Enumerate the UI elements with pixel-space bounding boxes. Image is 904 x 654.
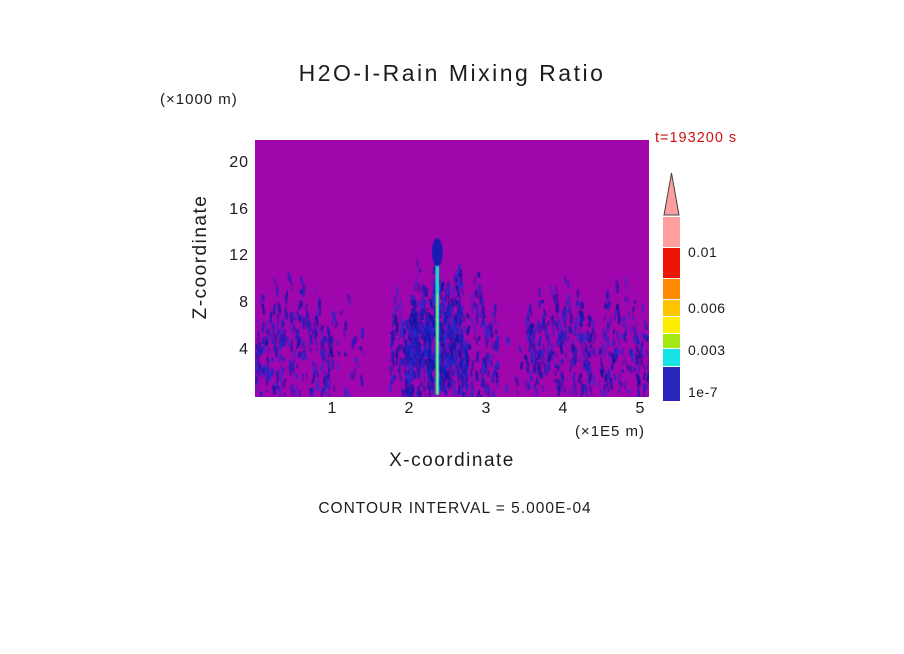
y-tick-label: 12 (229, 247, 249, 264)
chart-title: H2O-I-Rain Mixing Ratio (298, 60, 606, 86)
time-label: t=193200 s (655, 130, 738, 146)
x-axis-label: X-coordinate (389, 450, 515, 471)
colorbar-segment (663, 317, 680, 333)
y-tick-label: 4 (239, 341, 249, 358)
colorbar-segment (663, 248, 680, 278)
colorbar-segments (663, 217, 680, 401)
plot-canvas (255, 140, 649, 397)
y-axis-unit-label: (×1000 m) (160, 91, 238, 108)
colorbar (663, 172, 680, 401)
x-tick-label: 3 (481, 400, 491, 417)
y-tick-label: 20 (229, 154, 249, 171)
plot-area (255, 140, 649, 397)
x-axis-unit-label: (×1E5 m) (574, 423, 646, 440)
y-tick-label: 8 (239, 294, 249, 311)
colorbar-segment (663, 300, 680, 316)
colorbar-label: 0.006 (688, 300, 726, 316)
colorbar-segment (663, 349, 680, 366)
contour-interval-note: CONTOUR INTERVAL = 5.000E-04 (318, 500, 592, 517)
colorbar-arrow (663, 172, 680, 216)
colorbar-segment (663, 279, 680, 299)
x-tick-label: 1 (327, 400, 337, 417)
colorbar-label: 0.003 (688, 342, 726, 358)
colorbar-segment (663, 217, 680, 247)
x-tick-label: 5 (635, 400, 645, 417)
x-tick-label: 2 (404, 400, 414, 417)
y-tick-label: 16 (229, 201, 249, 218)
x-tick-label: 4 (558, 400, 568, 417)
colorbar-segment (663, 367, 680, 401)
colorbar-segment (663, 334, 680, 348)
colorbar-label: 1e-7 (688, 384, 719, 400)
colorbar-label: 0.01 (688, 244, 718, 260)
